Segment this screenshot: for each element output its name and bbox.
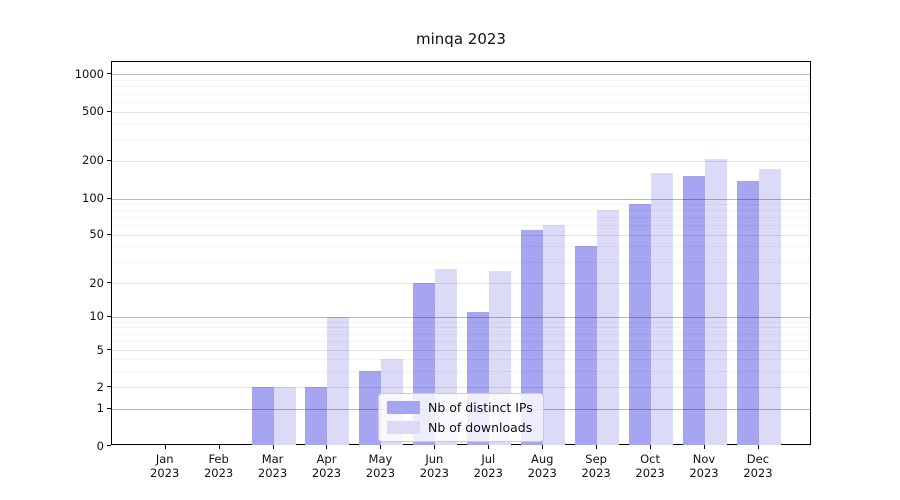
legend-label: Nb of downloads	[428, 420, 533, 435]
minor-gridline	[112, 359, 810, 361]
x-tick-label: Aug 2023	[527, 452, 557, 480]
x-tick-label: Mar 2023	[257, 452, 288, 480]
legend-swatch-distinct-ips	[387, 401, 420, 414]
chart-title: minqa 2023	[416, 30, 506, 48]
minor-gridline	[112, 370, 810, 372]
y-tick-label: 2	[96, 379, 104, 394]
y-tick-mark	[107, 349, 111, 351]
legend-label: Nb of distinct IPs	[428, 400, 533, 415]
minor-gridline	[112, 123, 810, 125]
bar-downloads	[651, 172, 674, 445]
minor-gridline	[112, 210, 810, 212]
x-tick-label: Feb 2023	[203, 452, 234, 480]
x-tick-mark	[326, 445, 328, 449]
x-tick-mark	[434, 445, 436, 449]
legend-item: Nb of distinct IPs	[387, 400, 533, 415]
minor-gridline	[112, 203, 810, 205]
x-tick-mark	[596, 445, 598, 449]
x-tick-mark	[488, 445, 490, 449]
y-tick-label: 5	[96, 342, 104, 357]
bar-distinct-ips	[575, 246, 598, 445]
bar-downloads	[705, 159, 727, 445]
y-tick-label: 100	[82, 191, 104, 205]
bar-distinct-ips	[629, 203, 652, 445]
minor-gridline	[112, 101, 810, 103]
minor-gridline	[112, 79, 810, 81]
minor-gridline	[112, 321, 810, 323]
x-tick-mark	[757, 445, 759, 449]
minor-gridline	[112, 341, 810, 343]
minor-gridline	[112, 333, 810, 335]
y-tick-mark	[107, 407, 111, 409]
y-tick-mark	[107, 315, 111, 317]
y-tick-mark	[107, 73, 111, 75]
y-tick-label: 500	[82, 104, 104, 119]
x-tick-mark	[704, 445, 705, 449]
y-tick-label: 0	[96, 438, 104, 453]
bar-distinct-ips	[736, 180, 759, 445]
plot-area	[111, 61, 811, 445]
y-tick-mark	[107, 445, 111, 446]
minor-gridline	[112, 139, 810, 141]
minor-gridline	[112, 217, 810, 219]
bar-distinct-ips	[305, 387, 328, 445]
y-tick-mark	[107, 386, 111, 387]
x-tick-label: May 2023	[365, 452, 396, 480]
gridline	[112, 198, 810, 200]
gridline	[112, 234, 810, 236]
minor-gridline	[112, 225, 810, 227]
bar-downloads	[273, 387, 296, 445]
y-tick-label: 20	[89, 275, 104, 290]
y-tick-mark	[107, 197, 111, 199]
minor-gridline	[112, 246, 810, 248]
minor-gridline	[112, 261, 810, 263]
legend-item: Nb of downloads	[387, 420, 533, 435]
x-tick-label: Jan 2023	[150, 452, 180, 480]
bar-distinct-ips	[683, 176, 705, 445]
y-tick-label: 1	[96, 401, 104, 415]
x-tick-mark	[542, 445, 544, 449]
x-tick-label: Nov 2023	[689, 452, 719, 480]
minor-gridline	[112, 86, 810, 88]
x-tick-label: Dec 2023	[743, 452, 773, 480]
legend: Nb of distinct IPs Nb of downloads	[378, 393, 544, 442]
x-tick-mark	[380, 445, 382, 449]
gridline	[112, 350, 810, 352]
gridline	[112, 316, 810, 318]
gridline	[112, 387, 810, 388]
bar-downloads	[543, 225, 566, 445]
x-tick-mark	[218, 445, 220, 449]
x-tick-label: Oct 2023	[635, 452, 665, 480]
x-tick-label: Sep 2023	[581, 452, 611, 480]
y-tick-label: 50	[89, 227, 104, 241]
y-tick-mark	[107, 282, 111, 283]
legend-swatch-downloads	[387, 421, 420, 434]
gridline	[112, 74, 810, 76]
y-tick-label: 10	[89, 309, 104, 323]
gridline	[112, 283, 810, 284]
bar-downloads	[597, 210, 620, 445]
bar-distinct-ips	[359, 370, 382, 445]
gridline	[112, 160, 810, 162]
minor-gridline	[112, 327, 810, 329]
bar-downloads	[327, 316, 350, 445]
y-tick-mark	[107, 159, 111, 161]
minor-gridline	[112, 93, 810, 95]
x-tick-label: Jun 2023	[419, 452, 449, 480]
y-tick-label: 1000	[74, 66, 104, 81]
x-tick-label: Apr 2023	[311, 452, 342, 480]
x-tick-mark	[164, 445, 166, 449]
bar-distinct-ips	[521, 229, 544, 445]
x-tick-mark	[650, 445, 652, 449]
x-tick-label: Jul 2023	[473, 452, 503, 480]
y-tick-mark	[107, 110, 111, 112]
y-tick-mark	[107, 233, 111, 235]
y-tick-label: 200	[82, 153, 104, 168]
bar-distinct-ips	[251, 387, 274, 445]
x-tick-mark	[272, 445, 274, 449]
gridline	[112, 111, 810, 113]
bar-downloads	[758, 169, 781, 445]
